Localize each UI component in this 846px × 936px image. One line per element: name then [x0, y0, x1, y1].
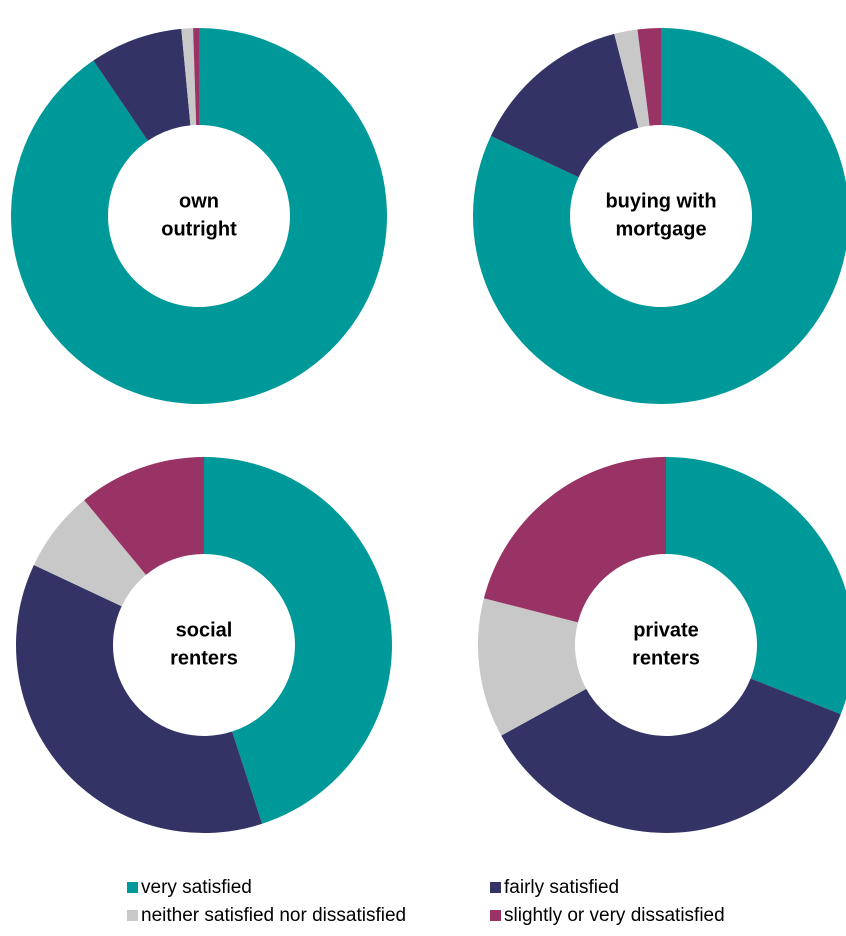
donut-segment [490, 33, 639, 178]
donut-segment [93, 28, 191, 141]
donut-segment [193, 28, 199, 126]
legend-label: neither satisfied nor dissatisfied [141, 905, 406, 926]
legend-label: fairly satisfied [504, 877, 619, 898]
chart-title: own [179, 190, 219, 212]
chart-title: private [633, 619, 699, 641]
legend-swatch [490, 882, 501, 893]
donut-segment [614, 29, 650, 128]
donut-segment [501, 678, 841, 833]
legend-label: very satisfied [141, 877, 252, 898]
donut-segment [478, 598, 587, 736]
chart-title: outright [161, 218, 237, 240]
donut-segment [666, 457, 846, 715]
donut-segment [33, 500, 146, 607]
donut-segment [181, 28, 197, 126]
chart-title: renters [632, 647, 700, 669]
donut-segment [637, 28, 661, 126]
chart-title: social [176, 619, 233, 641]
donut-segment [204, 457, 392, 824]
donut-segment [84, 457, 204, 575]
donut-segment [10, 28, 388, 404]
legend-swatch [127, 910, 138, 921]
legend-swatch [127, 882, 138, 893]
donut-segment [483, 457, 666, 623]
chart-title: renters [170, 647, 238, 669]
donut-segment [473, 28, 846, 404]
chart-title: mortgage [615, 218, 706, 240]
donut-segment [15, 564, 263, 834]
legend-label: slightly or very dissatisfied [504, 905, 725, 926]
chart-title: buying with [605, 190, 716, 212]
legend-swatch [490, 910, 501, 921]
